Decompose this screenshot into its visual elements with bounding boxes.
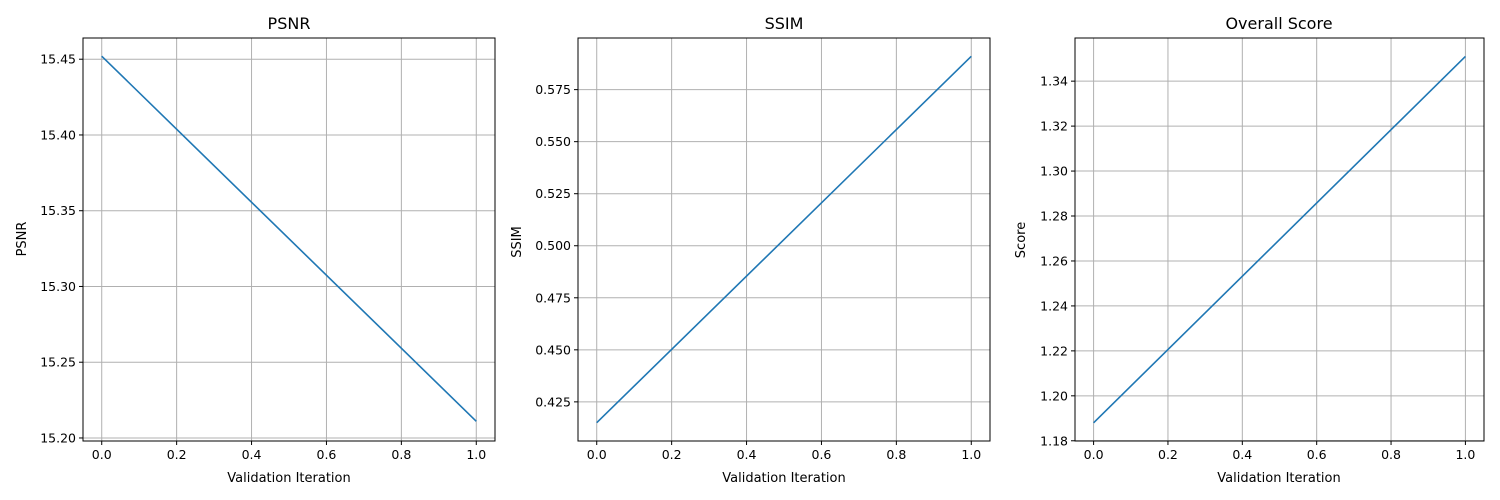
y-axis-label: Score bbox=[1014, 222, 1029, 258]
y-tick-label: 0.550 bbox=[535, 134, 571, 149]
y-tick-label: 1.22 bbox=[1040, 343, 1068, 358]
y-tick-label: 1.26 bbox=[1040, 253, 1068, 268]
y-tick-label: 0.425 bbox=[535, 394, 571, 409]
y-tick-label: 1.32 bbox=[1040, 119, 1068, 134]
y-tick-label: 1.34 bbox=[1040, 74, 1068, 89]
x-axis-label: Validation Iteration bbox=[1217, 471, 1340, 486]
x-tick-label: 0.0 bbox=[1084, 447, 1104, 462]
plot-frame bbox=[82, 37, 496, 442]
y-tick-label: 15.45 bbox=[40, 52, 76, 67]
chart-title: SSIM bbox=[765, 14, 804, 33]
x-tick-label: 0.8 bbox=[1381, 447, 1401, 462]
x-tick-label: 0.4 bbox=[242, 447, 262, 462]
y-tick-label: 0.475 bbox=[535, 290, 571, 305]
x-axis-label: Validation Iteration bbox=[722, 471, 845, 486]
y-axis-label: SSIM bbox=[510, 226, 525, 258]
series-line bbox=[596, 55, 972, 424]
panel-ssim: SSIM Validation Iteration SSIM 0.0 0.2 0.4… bbox=[510, 14, 991, 486]
x-tick-label: 0.0 bbox=[92, 447, 112, 462]
x-tick-label: 0.4 bbox=[737, 447, 757, 462]
x-tick-label: 0.6 bbox=[317, 447, 337, 462]
chart-title: PSNR bbox=[268, 14, 311, 33]
panel-overall-score: Overall Score Validation Iteration Score… bbox=[1014, 14, 1485, 486]
series-line bbox=[1093, 55, 1466, 424]
plot-frame bbox=[577, 37, 991, 442]
y-axis-label: PSNR bbox=[15, 222, 30, 257]
y-tick-label: 15.35 bbox=[40, 203, 76, 218]
x-tick-label: 0.6 bbox=[1307, 447, 1327, 462]
x-tick-label: 0.6 bbox=[812, 447, 832, 462]
y-tick-label: 0.450 bbox=[535, 342, 571, 357]
y-tick-label: 1.28 bbox=[1040, 209, 1068, 224]
y-tick-label: 15.20 bbox=[40, 430, 76, 445]
x-tick-label: 0.2 bbox=[1158, 447, 1178, 462]
x-tick-label: 1.0 bbox=[961, 447, 981, 462]
x-tick-label: 1.0 bbox=[1455, 447, 1475, 462]
y-tick-label: 1.20 bbox=[1040, 388, 1068, 403]
x-tick-label: 0.8 bbox=[886, 447, 906, 462]
plot-frame bbox=[1074, 37, 1485, 442]
x-tick-label: 0.8 bbox=[391, 447, 411, 462]
series-line bbox=[101, 55, 477, 422]
x-tick-label: 0.2 bbox=[662, 447, 682, 462]
y-tick-label: 0.525 bbox=[535, 186, 571, 201]
x-tick-label: 1.0 bbox=[466, 447, 486, 462]
y-tick-label: 1.18 bbox=[1040, 433, 1068, 448]
x-tick-label: 0.2 bbox=[167, 447, 187, 462]
y-tick-label: 1.30 bbox=[1040, 164, 1068, 179]
x-axis-label: Validation Iteration bbox=[227, 471, 350, 486]
y-tick-label: 15.25 bbox=[40, 355, 76, 370]
panel-psnr: PSNR Validation Iteration PSNR 0.0 0.2 0.4… bbox=[15, 14, 496, 486]
x-tick-label: 0.0 bbox=[587, 447, 607, 462]
chart-title: Overall Score bbox=[1225, 14, 1332, 33]
y-tick-label: 0.500 bbox=[535, 238, 571, 253]
y-tick-label: 15.40 bbox=[40, 127, 76, 142]
y-tick-label: 15.30 bbox=[40, 279, 76, 294]
x-tick-label: 0.4 bbox=[1232, 447, 1252, 462]
y-tick-label: 1.24 bbox=[1040, 298, 1068, 313]
y-tick-label: 0.575 bbox=[535, 82, 571, 97]
